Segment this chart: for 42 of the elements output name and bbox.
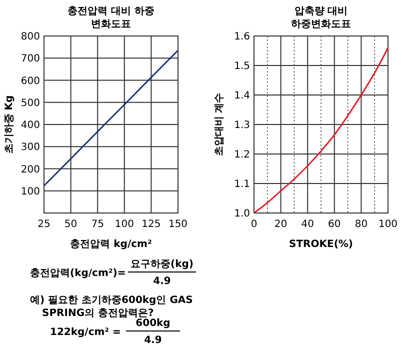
x-axis-title: STROKE(%) bbox=[289, 239, 353, 250]
y-tick-label: 1.4 bbox=[234, 90, 250, 102]
y-tick-label: 1.0 bbox=[234, 208, 250, 220]
y-tick-label: 1.6 bbox=[234, 32, 250, 42]
x-tick-label: 125 bbox=[142, 219, 161, 230]
y-tick-label: 1.3 bbox=[234, 120, 250, 131]
y-tick-label: 400 bbox=[20, 120, 40, 131]
text: 600kg bbox=[136, 318, 170, 329]
y-tick-label: 200 bbox=[20, 164, 40, 176]
x-tick-label: 80 bbox=[354, 219, 368, 230]
x-tick-label: 0 bbox=[250, 219, 258, 230]
chart-title: 압축량 대비 하중변화도표 bbox=[291, 6, 351, 30]
x-tick-label: 25 bbox=[38, 219, 50, 230]
y-tick-label: 500 bbox=[20, 98, 40, 109]
text: 충전압력(kg/cm²)= bbox=[30, 268, 126, 279]
x-axis-title: 충전압력 kg/cm² bbox=[70, 239, 152, 250]
y-tick-label: 1.1 bbox=[234, 179, 250, 190]
y-tick-label: 1.2 bbox=[234, 150, 250, 160]
x-tick-label: 150 bbox=[168, 219, 188, 230]
x-tick-label: 100 bbox=[114, 219, 134, 230]
y-tick-label: 600 bbox=[20, 76, 40, 87]
chart-title: 충전압력 대비 하중 변화도표 bbox=[68, 6, 154, 30]
text: 예) 필요한 초기하중600kg인 GAS SPRING의 충전압력은? bbox=[30, 295, 193, 319]
line-series bbox=[43, 50, 179, 186]
x-tick-label: 100 bbox=[378, 219, 398, 230]
text: 요구하중(kg) bbox=[130, 259, 194, 270]
y-axis-title: 초기하중 Kg bbox=[4, 95, 15, 154]
y-tick-label: 700 bbox=[20, 54, 40, 65]
x-tick-label: 40 bbox=[301, 219, 314, 230]
x-tick-label: 60 bbox=[328, 219, 341, 230]
y-tick-label: 1.5 bbox=[234, 61, 250, 72]
y-axis-title: 초압대비 계수 bbox=[214, 92, 225, 156]
text: 4.9 bbox=[144, 335, 162, 346]
x-tick-label: 50 bbox=[64, 219, 78, 230]
text: 122kg/cm² = bbox=[50, 327, 121, 338]
y-tick-label: 100 bbox=[20, 186, 40, 198]
y-tick-label: 300 bbox=[20, 142, 40, 154]
text: 4.9 bbox=[153, 276, 171, 287]
line-series bbox=[253, 47, 389, 214]
y-tick-label: 800 bbox=[20, 32, 40, 42]
x-tick-label: 20 bbox=[274, 219, 288, 230]
x-tick-label: 75 bbox=[91, 219, 104, 230]
